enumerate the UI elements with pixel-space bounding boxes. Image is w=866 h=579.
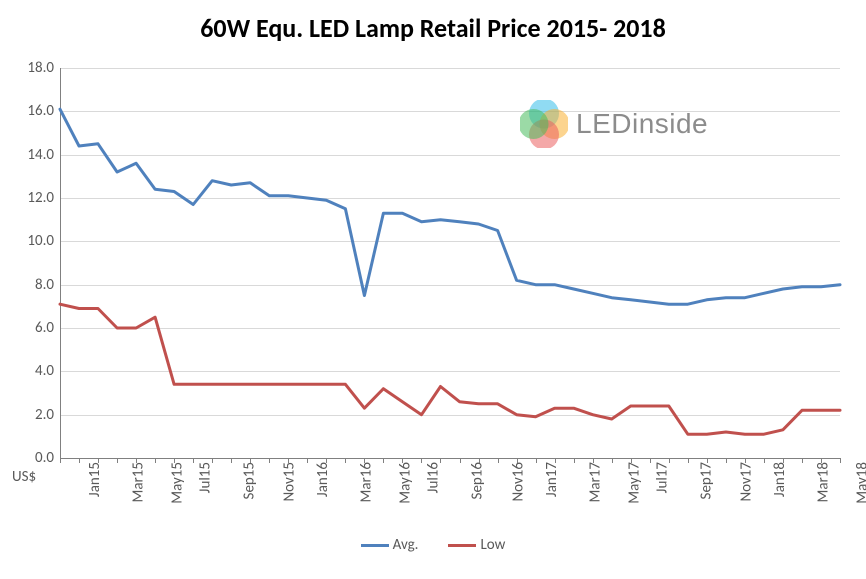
x-tick: [612, 458, 613, 463]
x-tick-label: Nov17: [737, 462, 755, 502]
legend-item-low: Low: [448, 536, 505, 554]
x-tick: [536, 458, 537, 463]
x-tick-label: Mar16: [358, 462, 376, 502]
x-tick: [764, 458, 765, 463]
x-tick: [840, 458, 841, 463]
legend: Avg. Low: [0, 536, 866, 554]
y-tick-label: 10.0: [27, 232, 54, 250]
x-tick-label: Sep15: [241, 462, 259, 499]
x-tick: [650, 458, 651, 463]
x-tick: [155, 458, 156, 463]
y-tick-label: 0.0: [35, 449, 54, 467]
legend-swatch: [361, 544, 389, 547]
x-tick: [117, 458, 118, 463]
x-tick: [269, 458, 270, 463]
legend-label: Avg.: [393, 536, 419, 554]
y-tick-label: 16.0: [27, 102, 54, 120]
x-tick-label: Jul17: [653, 462, 671, 493]
x-tick: [345, 458, 346, 463]
x-tick: [574, 458, 575, 463]
x-axis-line: [60, 458, 840, 459]
chart-title: 60W Equ. LED Lamp Retail Price 2015- 201…: [0, 12, 866, 44]
x-tick-label: Jan16: [314, 462, 332, 497]
watermark-logo-svg: [520, 100, 568, 148]
y-tick-label: 6.0: [35, 319, 54, 337]
x-tick: [688, 458, 689, 463]
legend-item-avg: Avg.: [361, 536, 419, 554]
x-tick: [231, 458, 232, 463]
watermark-logo: [520, 100, 568, 148]
y-axis-title: US$: [12, 468, 36, 486]
x-tick: [60, 458, 61, 463]
x-tick-label: Mar18: [814, 462, 832, 502]
x-tick-label: May16: [397, 462, 415, 504]
x-tick-label: May17: [625, 462, 643, 504]
x-tick-label: Mar17: [586, 462, 604, 502]
x-tick-label: Jul15: [196, 462, 214, 493]
x-tick: [383, 458, 384, 463]
x-tick-label: Sep16: [469, 462, 487, 499]
watermark: LEDinside: [520, 100, 708, 148]
x-tick-label: Nov16: [509, 462, 527, 502]
x-tick: [802, 458, 803, 463]
series-svg: [60, 68, 840, 458]
x-tick-label: Jul16: [425, 462, 443, 493]
x-tick: [498, 458, 499, 463]
x-tick-label: Jan18: [771, 462, 789, 497]
plot-area: 0.02.04.06.08.010.012.014.016.018.0Jan15…: [60, 68, 840, 458]
x-tick: [193, 458, 194, 463]
x-tick: [460, 458, 461, 463]
x-tick-label: May18: [854, 462, 866, 504]
x-tick-label: Jan17: [543, 462, 561, 497]
x-tick-label: Nov15: [281, 462, 299, 502]
x-tick-label: Jan15: [86, 462, 104, 497]
legend-swatch: [448, 544, 476, 547]
x-tick: [79, 458, 80, 463]
y-tick-label: 4.0: [35, 362, 54, 380]
y-tick-label: 14.0: [27, 146, 54, 164]
series-line-avg: [60, 109, 840, 304]
x-tick-label: Sep17: [697, 462, 715, 499]
x-tick: [726, 458, 727, 463]
y-tick-label: 8.0: [35, 276, 54, 294]
x-tick: [421, 458, 422, 463]
x-tick-label: May15: [169, 462, 187, 504]
watermark-text: LEDinside: [576, 108, 708, 140]
x-tick: [307, 458, 308, 463]
y-tick-label: 2.0: [35, 406, 54, 424]
series-line-low: [60, 304, 840, 434]
y-tick-label: 12.0: [27, 189, 54, 207]
y-tick-label: 18.0: [27, 59, 54, 77]
legend-label: Low: [480, 536, 505, 554]
x-tick-label: Mar15: [130, 462, 148, 502]
